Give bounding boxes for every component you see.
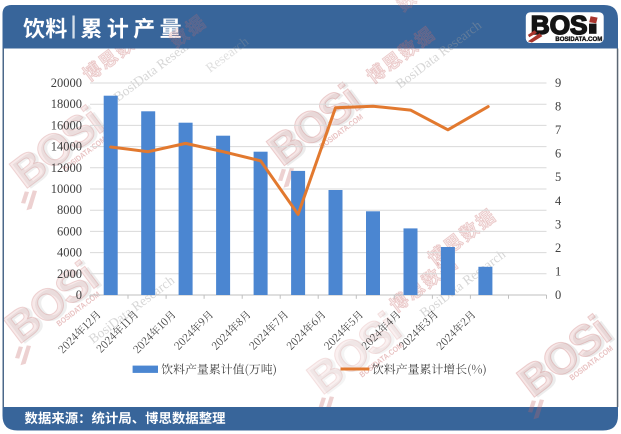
svg-text:3: 3 (555, 217, 561, 231)
svg-text:8000: 8000 (57, 203, 82, 217)
svg-text:10000: 10000 (51, 182, 82, 196)
svg-text:14000: 14000 (51, 140, 82, 154)
svg-text:6: 6 (555, 147, 561, 161)
svg-text:5: 5 (555, 170, 561, 184)
svg-text:6000: 6000 (57, 224, 82, 238)
svg-text:1: 1 (555, 264, 561, 278)
svg-text:BOSIDATA.COM: BOSIDATA.COM (555, 36, 602, 43)
svg-text:7: 7 (555, 123, 561, 137)
svg-text:8: 8 (555, 100, 561, 114)
svg-text:12000: 12000 (51, 161, 82, 175)
svg-text:0: 0 (76, 288, 82, 302)
svg-text:4: 4 (555, 194, 562, 208)
svg-text:16000: 16000 (51, 118, 82, 132)
svg-text:20000: 20000 (51, 76, 82, 90)
svg-text:2: 2 (555, 241, 561, 255)
svg-text:2000: 2000 (57, 267, 82, 281)
svg-text:0: 0 (555, 288, 561, 302)
svg-text:9: 9 (555, 76, 561, 90)
svg-text:18000: 18000 (51, 97, 82, 111)
svg-text:4000: 4000 (57, 246, 82, 260)
